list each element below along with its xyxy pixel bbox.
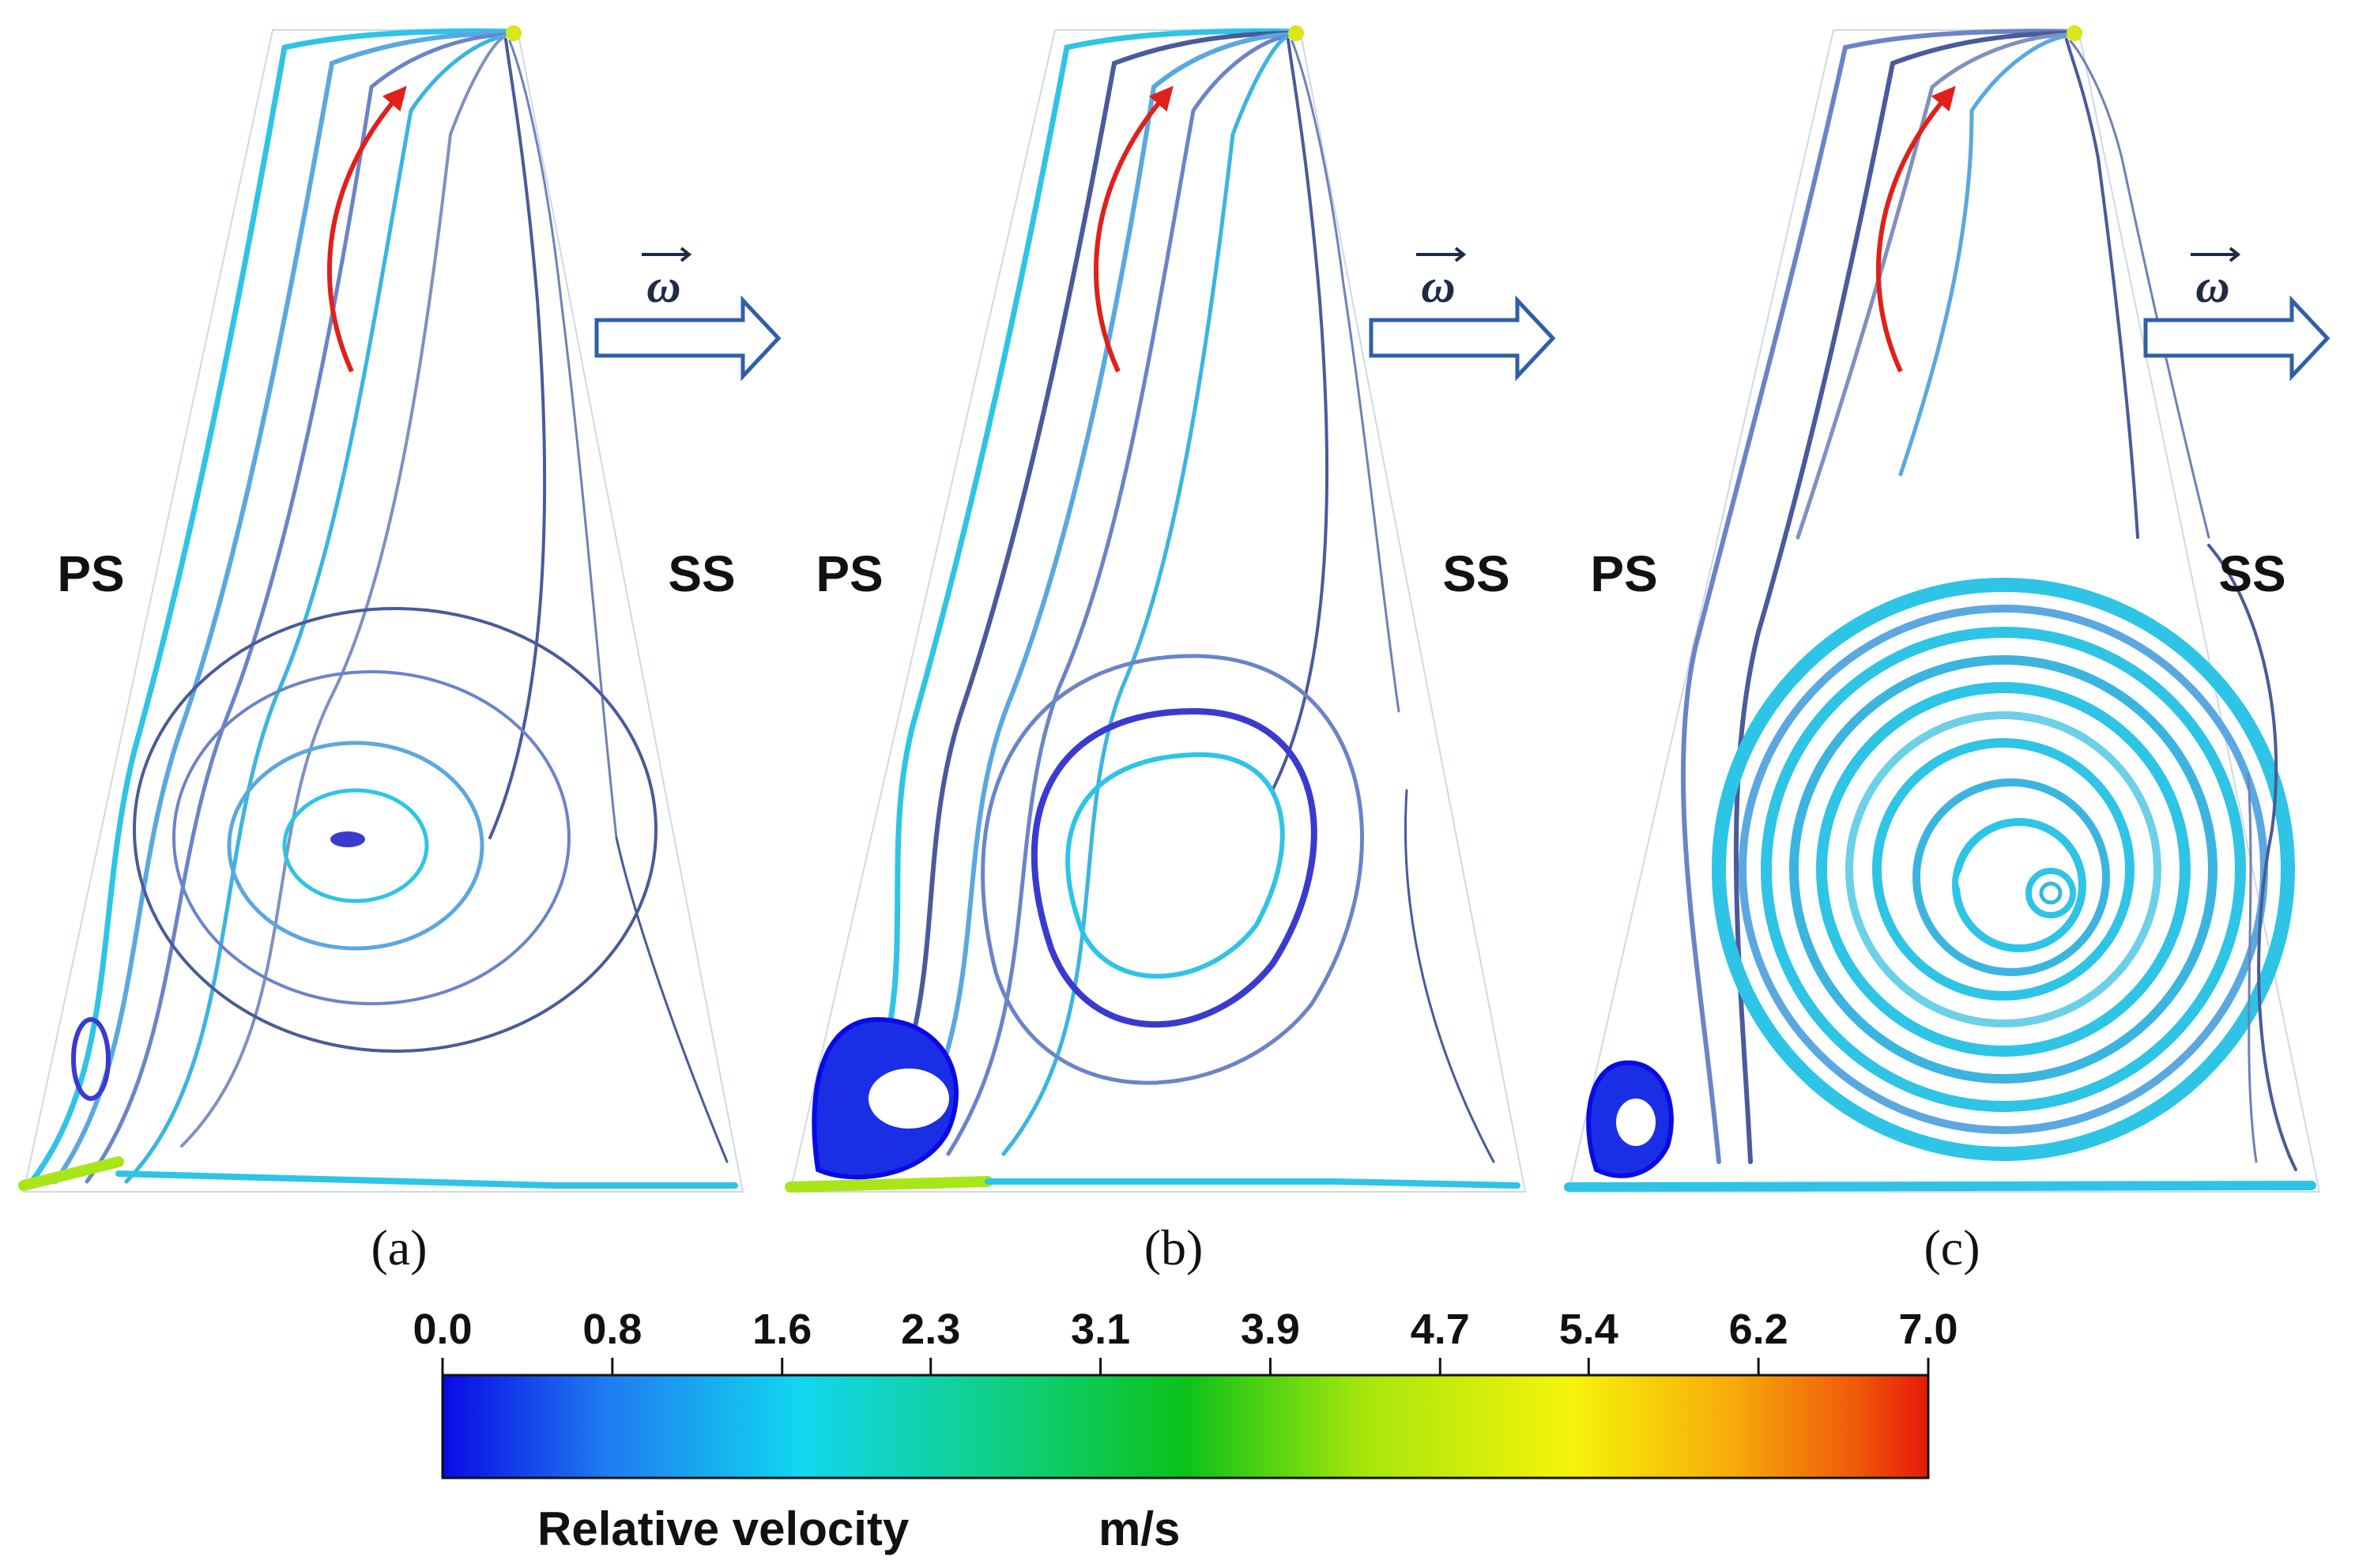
suction-side-label: SS — [668, 545, 735, 602]
panel-c: ω PS SS (c) — [1564, 25, 2331, 1276]
streamlines — [1564, 25, 2316, 1192]
flow-direction-arrow — [1094, 85, 1174, 373]
panel-a: ω PS SS (a) — [18, 25, 782, 1276]
main-vortex — [1712, 578, 2295, 1161]
pressure-side-label: PS — [57, 545, 124, 602]
rotation-symbol: ω — [646, 260, 680, 312]
rotation-symbol-vector-arrow — [2191, 247, 2241, 262]
pressure-side-label: PS — [1590, 545, 1657, 602]
colorbar-tick-label: 2.3 — [901, 1306, 960, 1353]
panel-caption: (c) — [1924, 1219, 1980, 1276]
colorbar-tick-label: 7.0 — [1898, 1306, 1957, 1353]
streamlines — [18, 25, 738, 1191]
flow-direction-arrow — [1876, 85, 1956, 373]
flow-direction-arrow — [327, 85, 407, 373]
colorbar-tick-label: 5.4 — [1559, 1306, 1618, 1353]
colorbar-tick-label: 0.0 — [413, 1306, 472, 1353]
colorbar-title: Relative velocity — [537, 1502, 910, 1555]
channel-outline — [22, 29, 744, 1193]
colorbar-ticks: 0.0 0.8 1.6 2.3 3.1 3.9 4.7 5.4 6.2 7.0 — [413, 1306, 1958, 1375]
colorbar-tick-label: 3.9 — [1241, 1306, 1300, 1353]
rotation-symbol: ω — [1421, 260, 1455, 312]
rotation-symbol-vector-arrow — [1416, 247, 1467, 262]
rotation-arrow — [1369, 295, 1556, 382]
streamlines — [785, 25, 1520, 1193]
colorbar-tick-label: 1.6 — [752, 1306, 812, 1353]
rotation-symbol: ω — [2195, 260, 2229, 312]
suction-side-label: SS — [2218, 545, 2285, 602]
rotation-arrow — [2143, 295, 2331, 382]
panel-caption: (a) — [371, 1219, 427, 1276]
colorbar-tick-label: 4.7 — [1411, 1306, 1470, 1353]
suction-side-label: SS — [1442, 545, 1509, 602]
colorbar-gradient — [441, 1374, 1930, 1479]
colorbar-unit: m/s — [1098, 1502, 1180, 1555]
rotation-arrow — [594, 295, 782, 382]
panel-b: ω PS SS (b) — [785, 25, 1556, 1276]
pressure-side-label: PS — [816, 545, 883, 602]
colorbar-tick-label: 0.8 — [582, 1306, 642, 1353]
channel-outline — [789, 29, 1527, 1193]
colorbar: 0.0 0.8 1.6 2.3 3.1 3.9 4.7 5.4 6.2 7.0 Relative … — [413, 1306, 1957, 1555]
panel-caption: (b) — [1144, 1219, 1204, 1276]
colorbar-tick-label: 6.2 — [1729, 1306, 1788, 1353]
channel-outline — [1567, 29, 2321, 1193]
rotation-symbol-vector-arrow — [642, 247, 692, 262]
colorbar-tick-label: 3.1 — [1071, 1306, 1130, 1353]
